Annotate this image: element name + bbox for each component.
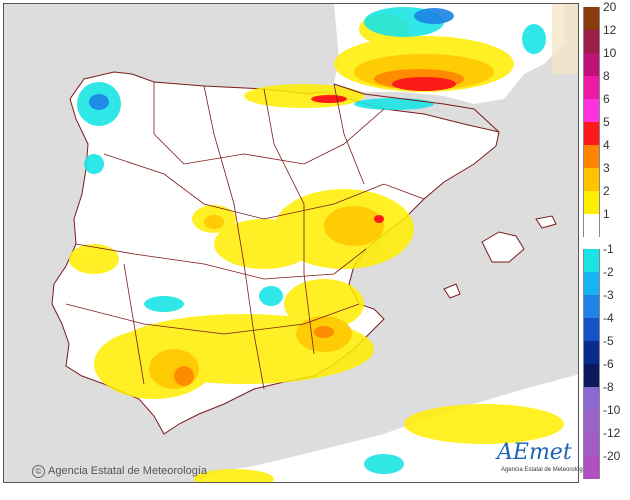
france-border: [333, 83, 500, 133]
legend-swatch: [583, 7, 600, 30]
legend-label: -3: [603, 288, 614, 302]
color-legend: 20 12 10 8 6 5 4 3 2 1 -1 -2 -3 -4 -5 -6 -8 -10 -12 -20: [583, 1, 630, 487]
legend-label: 5: [603, 115, 610, 129]
legend-label: -10: [603, 403, 621, 417]
legend-swatch: [583, 364, 600, 387]
legend-label: 10: [603, 46, 617, 60]
france-right-band: [552, 4, 578, 74]
menorca-land: [535, 215, 557, 229]
legend-label: 12: [603, 23, 617, 37]
legend-label: -1: [603, 242, 614, 256]
legend-label: 6: [603, 92, 610, 106]
province-borders: [65, 82, 425, 390]
africa-land: [197, 374, 578, 482]
legend-swatch: [583, 318, 600, 341]
legend-swatch: [583, 191, 600, 214]
legend-label: -20: [603, 449, 621, 463]
legend-label: 3: [603, 161, 610, 175]
legend-swatch: [583, 410, 600, 433]
legend-label: -8: [603, 380, 614, 394]
legend-swatch: [583, 145, 600, 168]
legend-swatch: [583, 99, 600, 122]
legend-label: -12: [603, 426, 621, 440]
legend-swatch: [583, 122, 600, 145]
legend-label: -5: [603, 334, 614, 348]
legend-swatch: [583, 341, 600, 364]
legend-label: -4: [603, 311, 614, 325]
legend-label: 4: [603, 138, 610, 152]
credit-text: Agencia Estatal de Meteorología: [48, 465, 207, 477]
ibiza-land: [443, 283, 461, 299]
legend-swatch: [583, 456, 600, 479]
aemet-logo: AEmet Agencia Estatal de Meteorología: [493, 440, 588, 478]
legend-swatch: [583, 433, 600, 456]
legend-swatch: [583, 387, 600, 410]
anomaly-map: [3, 3, 579, 483]
legend-swatch: [583, 76, 600, 99]
legend-label: 8: [603, 69, 610, 83]
map-canvas: [51, 4, 578, 482]
legend-label: -6: [603, 357, 614, 371]
legend-label: 2: [603, 184, 610, 198]
very-strong-anomaly-areas: [311, 77, 456, 223]
logo-subtitle: Agencia Estatal de Meteorología: [501, 467, 588, 473]
legend-label: -2: [603, 265, 614, 279]
logo-word: AEmet: [497, 440, 572, 465]
legend-swatch: [583, 30, 600, 53]
legend-swatch: [583, 53, 600, 76]
legend-swatch: [583, 168, 600, 191]
strong-negative-anomaly-areas: [89, 8, 454, 110]
legend-swatch: [583, 272, 600, 295]
mallorca-land: [481, 231, 525, 263]
legend-swatch: [583, 295, 600, 318]
copyright-icon: ©: [32, 465, 45, 478]
legend-swatch: [583, 214, 600, 237]
legend-label: 20: [603, 0, 617, 14]
legend-swatch: [583, 249, 600, 272]
legend-label: 1: [603, 207, 610, 221]
